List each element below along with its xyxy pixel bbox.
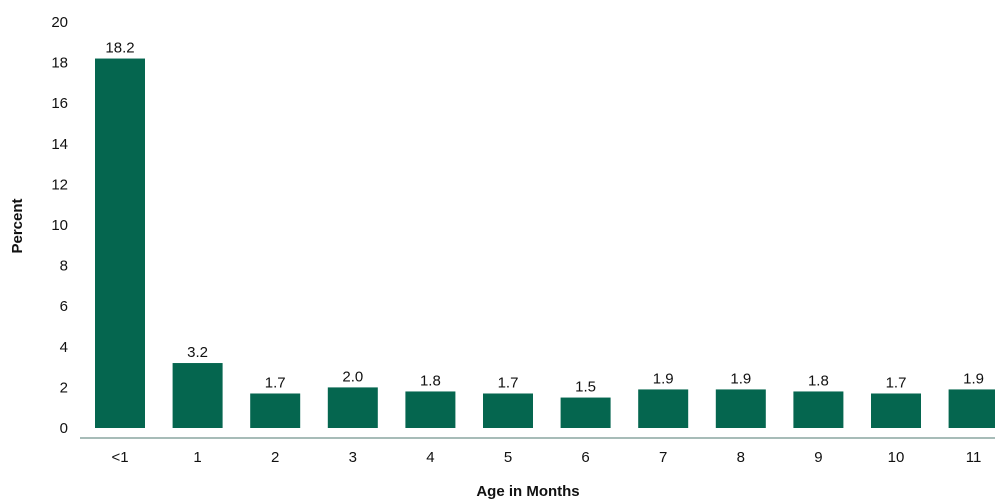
bar-value-label: 1.7: [265, 374, 286, 391]
x-tick-label: 6: [581, 449, 589, 466]
y-tick-label: 8: [60, 258, 68, 275]
y-tick-label: 18: [51, 55, 68, 72]
y-tick-label: 12: [51, 176, 68, 193]
bar-value-label: 1.9: [653, 370, 674, 387]
bar-value-label: 3.2: [187, 344, 208, 361]
bar: [638, 389, 689, 428]
bar: [327, 387, 378, 428]
x-axis-title: Age in Months: [476, 483, 579, 500]
bar: [250, 393, 301, 428]
y-axis-title: Percent: [9, 198, 26, 253]
bar-value-label: 1.8: [808, 372, 829, 389]
bar: [560, 397, 611, 428]
bar-value-label: 1.9: [730, 370, 751, 387]
x-tick-label: 11: [966, 449, 982, 466]
y-tick-label: 4: [60, 339, 68, 356]
y-axis-ticks: 0 2 4 6 8 10 12 14 16 18 20: [51, 14, 68, 437]
y-tick-label: 10: [51, 217, 68, 234]
y-tick-label: 20: [51, 14, 68, 31]
bar: [948, 389, 995, 428]
bar-value-label: 1.5: [575, 379, 596, 396]
x-axis-ticks: <1 1 2 3 4 5 6 7 8 9 10 11: [111, 449, 981, 466]
x-tick-label: 5: [504, 449, 512, 466]
bar-value-label: 18.2: [105, 40, 134, 57]
bar: [172, 363, 223, 428]
y-tick-label: 14: [51, 136, 68, 153]
bar-value-label: 1.9: [963, 370, 984, 387]
y-tick-label: 0: [60, 420, 68, 437]
bar: [405, 391, 456, 428]
x-tick-label: 4: [426, 449, 434, 466]
bar: [95, 58, 145, 428]
x-tick-label: 2: [271, 449, 279, 466]
bar-value-label: 1.7: [886, 374, 907, 391]
data-labels: 18.2 3.2 1.7 2.0 1.8 1.7 1.5 1.9 1.9 1.8 1.7 1.9: [105, 40, 984, 396]
x-tick-label: 3: [349, 449, 357, 466]
y-tick-label: 2: [60, 379, 68, 396]
x-tick-label: 7: [659, 449, 667, 466]
bar: [871, 393, 921, 428]
x-tick-label: 8: [737, 449, 745, 466]
y-tick-label: 6: [60, 298, 68, 315]
x-tick-label: 9: [814, 449, 822, 466]
bars: [95, 58, 995, 428]
bar-value-label: 2.0: [342, 368, 363, 385]
x-tick-label: 10: [888, 449, 905, 466]
x-tick-label: <1: [111, 449, 128, 466]
bar: [715, 389, 766, 428]
y-tick-label: 16: [51, 95, 68, 112]
bar-value-label: 1.8: [420, 372, 441, 389]
bar: [483, 393, 533, 428]
bar-value-label: 1.7: [498, 374, 519, 391]
bar: [793, 391, 844, 428]
x-tick-label: 1: [193, 449, 201, 466]
